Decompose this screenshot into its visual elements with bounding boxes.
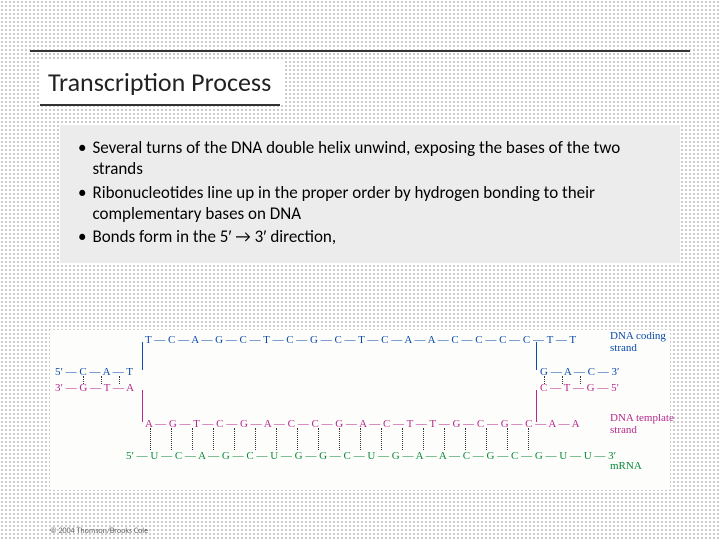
hbond [192, 428, 193, 450]
hbond [276, 428, 277, 450]
copyright-text: © 2004 Thomson/Brooks Cole [50, 526, 148, 536]
bullet-item: • Several turns of the DNA double helix … [78, 137, 662, 180]
hbond [171, 428, 172, 450]
hbond [444, 428, 445, 450]
coding-vconn-left [142, 342, 143, 370]
bullet-item: • Bonds form in the 5′ → 3′ direction, [78, 226, 662, 247]
template-vconn-right [536, 390, 537, 422]
hbond [486, 428, 487, 450]
hbond [83, 376, 84, 384]
template-left-arm: 3′ — G — T — A [55, 382, 134, 394]
hbond [507, 428, 508, 450]
coding-vconn-right [536, 342, 537, 370]
bullet-item: • Ribonucleotides line up in the proper … [78, 182, 662, 225]
bullet-text: Bonds form in the 5′ → 3′ direction, [92, 226, 336, 247]
hbond [544, 376, 545, 384]
title-underline [40, 104, 280, 106]
content-box: • Several turns of the DNA double helix … [60, 125, 680, 263]
bullet-text: Several turns of the DNA double helix un… [92, 137, 662, 180]
hbond [297, 428, 298, 450]
hbond [339, 428, 340, 450]
label-dna-coding: DNA coding strand [610, 330, 680, 354]
bullet-dot: • [78, 137, 86, 180]
hbond [402, 428, 403, 450]
hbond [562, 376, 563, 384]
transcription-diagram: T — C — A — G — C — T — C — G — C — T — … [50, 330, 670, 490]
bullet-dot: • [78, 226, 86, 247]
slide-top-rule [30, 50, 690, 52]
label-dna-template: DNA template strand [610, 412, 690, 436]
hbond [580, 376, 581, 384]
coding-left-arm: 5′ — C — A — T [55, 366, 133, 378]
template-vconn-left [142, 390, 143, 422]
hbond [119, 376, 120, 384]
hbond [381, 428, 382, 450]
hbond [255, 428, 256, 450]
hbond [101, 376, 102, 384]
dna-coding-sequence: T — C — A — G — C — T — C — G — C — T — … [145, 334, 576, 346]
hbond [423, 428, 424, 450]
hbond [360, 428, 361, 450]
hbond [318, 428, 319, 450]
dna-template-sequence: A — G — T — C — G — A — C — C — G — A — … [145, 418, 580, 430]
hbond [465, 428, 466, 450]
bullet-text: Ribonucleotides line up in the proper or… [92, 182, 662, 225]
slide-title: Transcription Process [40, 60, 285, 104]
hbond [150, 428, 151, 450]
bullet-dot: • [78, 182, 86, 225]
hbond [528, 428, 529, 450]
mrna-sequence: 5′ — U — C — A — G — C — U — G — G — C —… [126, 450, 616, 462]
hbond [213, 428, 214, 450]
label-mrna: mRNA [610, 460, 642, 472]
hbond [234, 428, 235, 450]
